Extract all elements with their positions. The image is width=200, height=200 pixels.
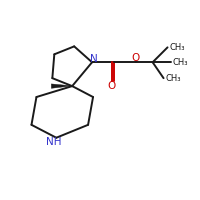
Text: N: N [90,54,98,64]
Text: O: O [132,53,140,63]
Text: CH₃: CH₃ [172,58,188,67]
Text: CH₃: CH₃ [165,74,181,83]
Text: NH: NH [46,137,61,147]
Text: O: O [108,81,116,91]
Text: CH₃: CH₃ [169,43,185,52]
Polygon shape [51,84,72,88]
